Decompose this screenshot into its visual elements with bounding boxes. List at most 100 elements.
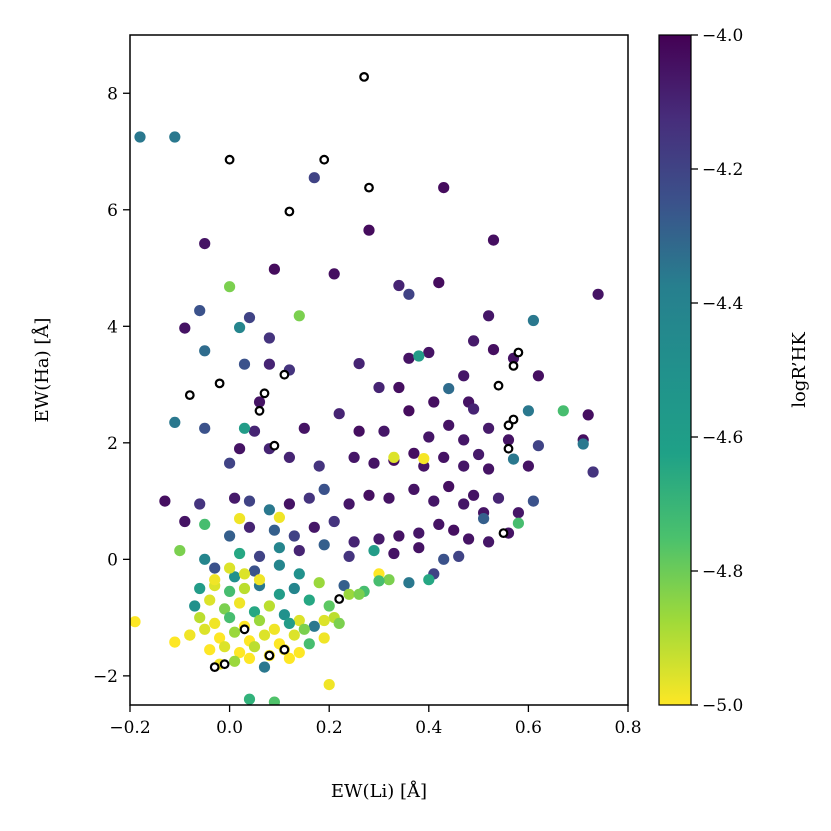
data-point	[234, 321, 246, 334]
open-data-point	[239, 624, 250, 635]
data-point	[234, 647, 246, 659]
data-point	[224, 562, 236, 574]
data-point	[293, 614, 305, 627]
data-point	[298, 422, 310, 434]
data-point	[423, 574, 435, 586]
data-point	[234, 547, 246, 560]
data-point	[428, 396, 440, 408]
data-point	[403, 288, 415, 300]
data-point	[318, 632, 330, 644]
data-point	[363, 224, 375, 236]
data-point	[458, 498, 470, 510]
data-point	[373, 533, 385, 545]
open-data-point	[269, 440, 280, 451]
data-point	[403, 405, 415, 417]
data-point	[308, 620, 320, 632]
data-point	[492, 492, 505, 504]
data-point	[393, 279, 405, 292]
data-point	[243, 312, 256, 324]
data-point	[522, 460, 535, 472]
data-point	[353, 588, 365, 600]
data-point	[408, 447, 420, 459]
data-point	[433, 518, 445, 531]
data-point	[273, 542, 285, 554]
data-point	[219, 603, 231, 615]
data-point	[214, 632, 226, 644]
data-point	[248, 565, 261, 577]
data-point	[318, 483, 330, 495]
data-point	[204, 594, 216, 606]
data-point	[238, 568, 251, 580]
open-data-point	[219, 659, 230, 670]
y-axis: −2 0 2 4 6 8	[93, 84, 130, 687]
colorbar	[658, 34, 692, 706]
data-point	[169, 636, 181, 648]
data-point	[268, 623, 280, 635]
data-point	[273, 511, 285, 523]
data-point	[283, 498, 295, 510]
data-point	[393, 530, 405, 542]
data-point	[318, 539, 330, 551]
data-point	[343, 498, 355, 510]
data-point	[224, 612, 236, 624]
open-data-point	[364, 182, 374, 193]
data-point	[483, 422, 495, 434]
data-point	[587, 466, 599, 478]
data-point	[288, 582, 300, 595]
data-point	[532, 370, 545, 382]
data-point	[224, 457, 236, 469]
data-point	[502, 434, 515, 446]
y-tick-label: −2	[93, 667, 118, 687]
data-point	[483, 463, 495, 475]
data-point	[224, 530, 236, 542]
data-point	[373, 381, 385, 394]
y-tick-label: 2	[107, 434, 118, 454]
data-point	[408, 483, 420, 495]
data-point	[348, 451, 360, 463]
data-point	[388, 547, 400, 560]
data-point	[248, 425, 261, 437]
data-point	[532, 440, 545, 452]
data-point	[248, 606, 261, 618]
data-point	[194, 612, 206, 624]
data-point	[333, 617, 345, 630]
data-point	[463, 533, 475, 545]
data-point	[298, 623, 310, 635]
colorbar-tick-label: −5.0	[702, 696, 743, 716]
data-point	[313, 577, 325, 589]
data-point	[487, 344, 500, 356]
data-point	[373, 575, 385, 587]
data-point	[438, 553, 450, 565]
data-point	[353, 358, 365, 370]
data-point	[234, 443, 246, 455]
open-data-point	[254, 405, 265, 416]
data-point	[468, 335, 480, 347]
x-tick-label: 0.6	[515, 718, 542, 738]
open-data-point	[498, 528, 509, 538]
data-point	[308, 172, 320, 184]
data-point	[458, 434, 470, 446]
data-point	[253, 614, 266, 627]
data-point	[278, 609, 290, 621]
data-point	[194, 305, 206, 317]
open-data-point	[359, 71, 370, 82]
data-point	[199, 238, 211, 250]
colorbar-tick-label: −4.4	[702, 294, 743, 314]
data-point	[473, 448, 485, 461]
data-point	[557, 405, 569, 417]
open-data-point	[508, 414, 519, 425]
open-data-point	[503, 443, 514, 454]
data-point	[512, 507, 525, 519]
data-point	[268, 696, 280, 705]
data-point	[169, 131, 181, 143]
open-data-point	[513, 347, 524, 358]
data-point	[303, 594, 315, 606]
data-point	[458, 460, 470, 472]
data-point	[438, 182, 450, 194]
data-point	[433, 277, 445, 289]
data-point	[323, 600, 335, 612]
data-point	[483, 536, 495, 548]
data-point	[159, 495, 171, 507]
data-point	[283, 451, 295, 463]
